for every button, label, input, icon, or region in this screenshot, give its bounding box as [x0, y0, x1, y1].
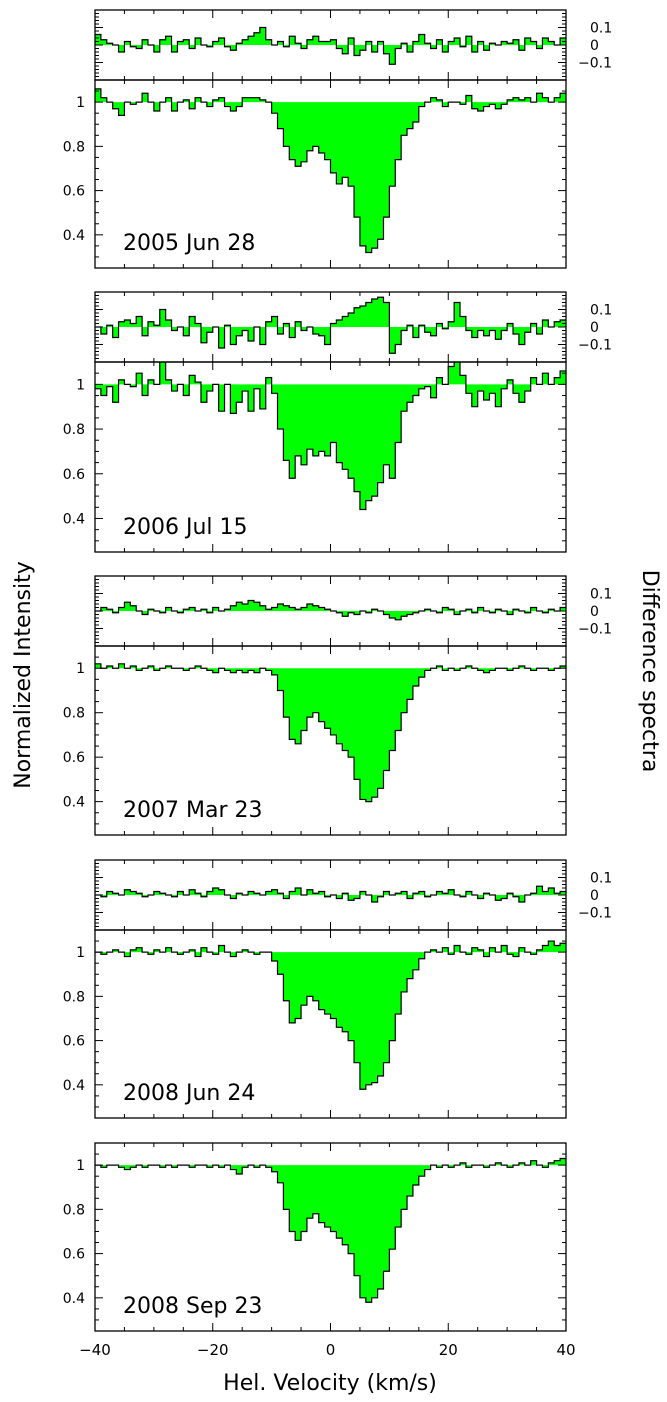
y-axis-label-left: Normalized Intensity — [11, 561, 36, 789]
spectrum-ytick-label: 1 — [76, 377, 85, 393]
spectrum-ytick-label: 0.4 — [63, 511, 85, 527]
panel-5: 0.4 0.6 0.8 1 2008 Sep 23 — [63, 1142, 567, 1332]
spectrum-ytick-label: 1 — [76, 95, 85, 111]
difference-line — [95, 296, 566, 354]
difference-ytick-label: 0 — [590, 38, 599, 54]
difference-ytick-label: 0.1 — [590, 587, 612, 603]
spectrum-ytick-label: 0.6 — [63, 1034, 85, 1050]
spectrum-ytick-label: 1 — [76, 945, 85, 961]
difference-plot — [95, 296, 566, 354]
x-axis-label: Hel. Velocity (km/s) — [223, 1371, 437, 1396]
panel-4: 0.4 0.6 0.8 1 2008 Jun 24 0.10 −0.1 — [63, 859, 612, 1119]
x-tick-label: 0 — [326, 1341, 336, 1359]
spectrum-plot — [95, 1157, 566, 1303]
spectrum-line — [95, 940, 566, 1090]
x-tick-label: −40 — [79, 1341, 111, 1359]
spectrum-ytick-label: 0.8 — [63, 706, 85, 722]
difference-plot — [95, 885, 566, 903]
difference-ytick-label: 0.1 — [590, 871, 612, 887]
difference-ytick-label: −0.1 — [578, 338, 612, 354]
difference-fill — [95, 27, 566, 65]
difference-ytick-label: 0 — [590, 320, 599, 336]
spectrum-ytick-label: 0.8 — [63, 139, 85, 155]
difference-line — [95, 885, 566, 903]
difference-ytick-label: 0.1 — [590, 303, 612, 319]
spectrum-line — [95, 663, 566, 803]
x-tick-label: −20 — [197, 1341, 229, 1359]
panel-date-label: 2008 Sep 23 — [123, 1294, 262, 1319]
spectrum-ytick-label: 0.6 — [63, 1247, 85, 1263]
spectrum-ytick-label: 1 — [76, 1158, 85, 1174]
spectrum-fill — [95, 362, 566, 510]
panel-date-label: 2005 Jun 28 — [123, 231, 255, 256]
panel-date-label: 2007 Mar 23 — [123, 798, 262, 823]
y-axis-label-right: Difference spectra — [637, 570, 662, 773]
difference-plot — [95, 26, 566, 65]
difference-ytick-label: −0.1 — [578, 906, 612, 922]
difference-line — [95, 26, 566, 65]
spectrum-ytick-label: 0.4 — [63, 1078, 85, 1094]
spectrum-ytick-label: 1 — [76, 661, 85, 677]
x-axis-group: −40 −20 0 20 40 — [79, 1341, 575, 1359]
spectrum-ytick-label: 0.6 — [63, 184, 85, 200]
spectrum-plot — [95, 940, 566, 1090]
spectrum-ytick-label: 0.4 — [63, 1291, 85, 1307]
spectrum-ytick-label: 0.8 — [63, 1202, 85, 1218]
difference-ytick-label: 0 — [590, 888, 599, 904]
spectrum-ytick-label: 0.6 — [63, 467, 85, 483]
spectrum-line — [95, 362, 566, 511]
spectrum-plot — [95, 663, 566, 803]
spectrum-line — [95, 88, 566, 254]
panel-2: 0.4 0.6 0.8 1 2006 Jul 15 0.10 −0.1 — [63, 291, 612, 553]
panel-date-label: 2008 Jun 24 — [123, 1081, 255, 1106]
difference-line — [95, 599, 566, 621]
spectrum-ytick-label: 0.6 — [63, 750, 85, 766]
spectrum-ytick-label: 0.8 — [63, 422, 85, 438]
panel-date-label: 2006 Jul 15 — [123, 515, 248, 540]
spectrum-plot — [95, 362, 566, 511]
panel-1: 0.4 0.6 0.8 1 2005 Jun 28 0.10 −0.1 — [63, 9, 612, 269]
spectrum-ytick-label: 0.8 — [63, 989, 85, 1005]
spectrum-plot — [95, 88, 566, 254]
spectrum-ytick-label: 0.4 — [63, 795, 85, 811]
x-tick-label: 20 — [439, 1341, 458, 1359]
difference-ytick-label: 0.1 — [590, 21, 612, 37]
spectrum-line — [95, 1157, 566, 1303]
panel-3: 0.4 0.6 0.8 1 2007 Mar 23 0.10 −0.1 — [63, 575, 612, 836]
difference-plot — [95, 599, 566, 621]
x-tick-label: 40 — [556, 1341, 575, 1359]
difference-ytick-label: −0.1 — [578, 622, 612, 638]
spectrum-ytick-label: 0.4 — [63, 228, 85, 244]
difference-ytick-label: −0.1 — [578, 56, 612, 72]
difference-ytick-label: 0 — [590, 604, 599, 620]
